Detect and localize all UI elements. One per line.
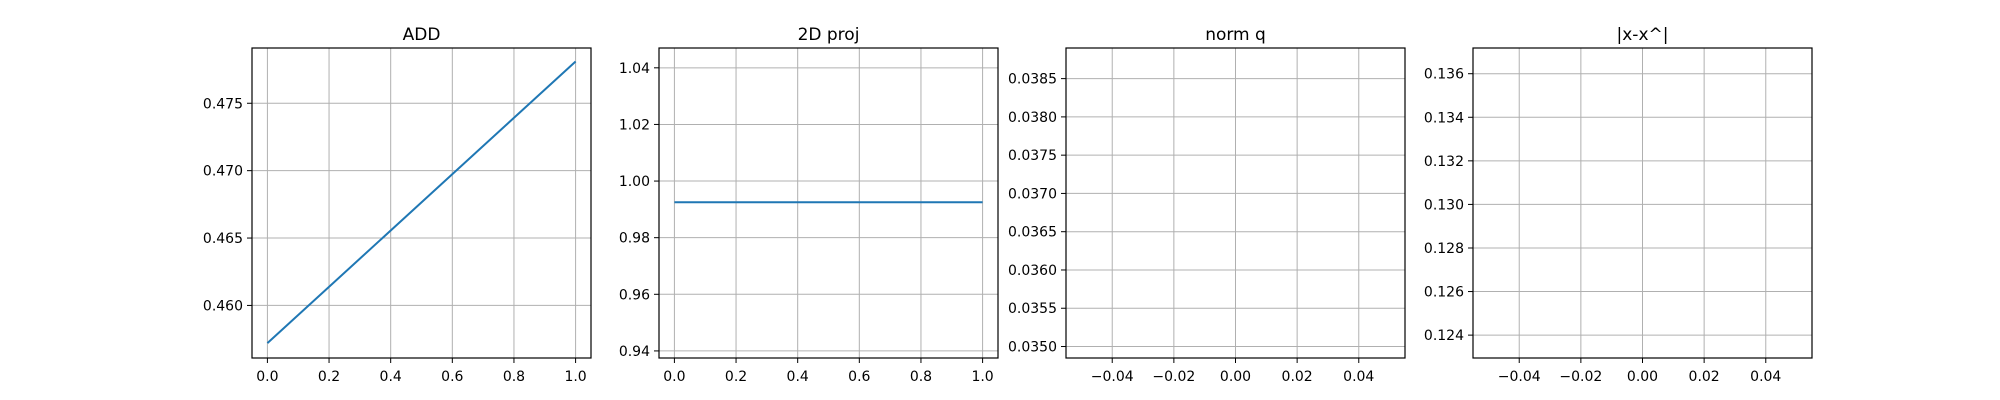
- y-tick-label: 0.0370: [1008, 186, 1057, 202]
- panel-title: |x-x^|: [1617, 25, 1669, 45]
- y-tick-label: 1.00: [619, 174, 650, 190]
- x-tick-label: 0.8: [910, 369, 932, 385]
- y-tick-label: 0.96: [619, 287, 650, 303]
- panel-add: 0.0 0.2 0.4 0.6 0.8 1.0 0.460 0.465 0.470 0.475 AD…: [203, 25, 592, 385]
- x-tick-label: 0.04: [1750, 369, 1781, 385]
- x-tick-label: 0.2: [318, 369, 340, 385]
- x-tick-label: 0.00: [1220, 369, 1251, 385]
- panel-title: ADD: [403, 25, 441, 45]
- y-tick-label: 0.0380: [1008, 110, 1057, 126]
- x-tick-label: 0.00: [1627, 369, 1658, 385]
- x-tick-label: −0.02: [1152, 369, 1195, 385]
- series-line: [266, 60, 577, 344]
- x-tick-label: −0.04: [1498, 369, 1541, 385]
- x-tick-label: 0.04: [1343, 369, 1374, 385]
- x-tick-label: 1.0: [971, 369, 993, 385]
- y-tick-label: 0.134: [1424, 110, 1464, 126]
- x-tick-label: 0.0: [256, 369, 278, 385]
- panel-abs-error: −0.04 −0.02 0.00 0.02 0.04 0.124 0.126 0.128 0.1…: [1424, 25, 1813, 385]
- y-tick-label: 1.02: [619, 117, 650, 133]
- y-tick-label: 0.128: [1424, 241, 1464, 257]
- x-tick-label: −0.04: [1091, 369, 1134, 385]
- panel-norm-q: −0.04 −0.02 0.00 0.02 0.04 0.0350 0.0355 0.0360…: [1008, 25, 1406, 385]
- x-tick-label: 0.2: [725, 369, 747, 385]
- y-tick-label: 0.470: [203, 164, 243, 180]
- panel-title: norm q: [1205, 25, 1266, 45]
- x-tick-label: 0.4: [380, 369, 402, 385]
- x-tick-label: 0.6: [441, 369, 463, 385]
- y-tick-label: 0.0360: [1008, 263, 1057, 279]
- axes-frame: [658, 47, 999, 359]
- x-tick-label: 0.4: [787, 369, 809, 385]
- y-tick-label: 0.0375: [1008, 148, 1057, 164]
- x-tick-label: 0.02: [1282, 369, 1313, 385]
- panel-title: 2D proj: [798, 25, 860, 45]
- axes-frame: [251, 47, 592, 359]
- y-tick-label: 0.94: [619, 344, 650, 360]
- y-tick-label: 0.0350: [1008, 340, 1057, 356]
- x-tick-label: 0.0: [663, 369, 685, 385]
- y-tick-label: 0.475: [203, 96, 243, 112]
- y-tick-label: 0.0365: [1008, 225, 1057, 241]
- y-tick-label: 0.465: [203, 231, 243, 247]
- y-tick-label: 0.124: [1424, 328, 1464, 344]
- x-tick-label: 0.8: [503, 369, 525, 385]
- y-tick-label: 0.0385: [1008, 72, 1057, 88]
- panel-2d-proj: 0.0 0.2 0.4 0.6 0.8 1.0 0.94 0.96 0.98 1.00 1.02 1.…: [619, 25, 999, 385]
- x-tick-label: 1.0: [564, 369, 586, 385]
- y-tick-label: 0.136: [1424, 67, 1464, 83]
- y-tick-label: 0.98: [619, 231, 650, 247]
- y-tick-label: 0.0355: [1008, 301, 1057, 317]
- y-tick-label: 0.132: [1424, 154, 1464, 170]
- y-tick-label: 1.04: [619, 61, 650, 77]
- y-tick-label: 0.130: [1424, 197, 1464, 213]
- x-tick-label: −0.02: [1559, 369, 1602, 385]
- x-tick-label: 0.02: [1689, 369, 1720, 385]
- x-tick-label: 0.6: [848, 369, 870, 385]
- y-tick-label: 0.126: [1424, 285, 1464, 301]
- y-tick-label: 0.460: [203, 298, 243, 314]
